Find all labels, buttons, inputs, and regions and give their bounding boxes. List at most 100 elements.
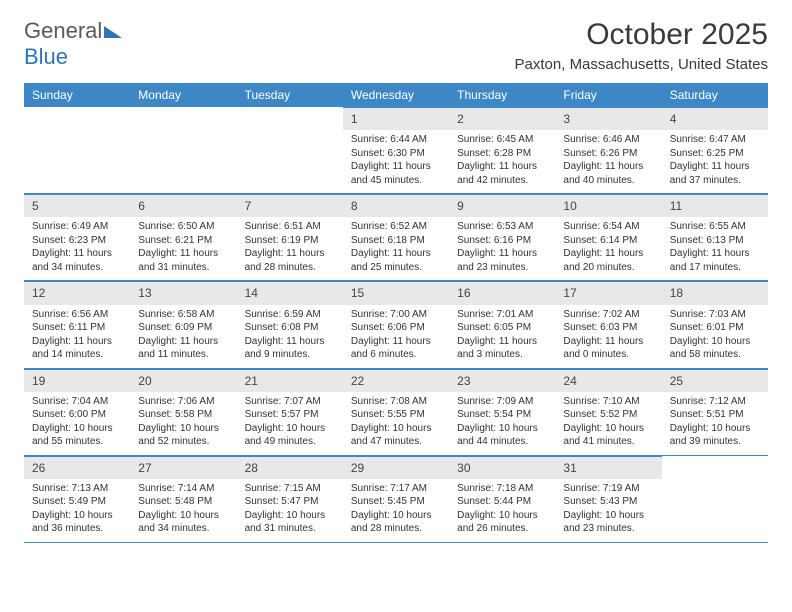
sunset-text: Sunset: 6:19 PM [245,234,335,248]
day-number: 11 [662,194,768,217]
daylight-text: Daylight: 11 hours and 11 minutes. [138,335,228,362]
day-number: 29 [343,456,449,479]
day-number: 5 [24,194,130,217]
calendar-cell: 20Sunrise: 7:06 AMSunset: 5:58 PMDayligh… [130,369,236,455]
sunset-text: Sunset: 5:45 PM [351,495,441,509]
sunrise-text: Sunrise: 6:52 AM [351,220,441,234]
day-details: Sunrise: 6:54 AMSunset: 6:14 PMDaylight:… [555,217,661,280]
day-number: 27 [130,456,236,479]
calendar-cell: 26Sunrise: 7:13 AMSunset: 5:49 PMDayligh… [24,456,130,542]
sunset-text: Sunset: 5:47 PM [245,495,335,509]
day-details: Sunrise: 6:59 AMSunset: 6:08 PMDaylight:… [237,305,343,368]
daylight-text: Daylight: 10 hours and 31 minutes. [245,509,335,536]
brand-logo: General Blue [24,18,122,70]
sunset-text: Sunset: 6:01 PM [670,321,760,335]
sunrise-text: Sunrise: 7:17 AM [351,482,441,496]
calendar-row: 12Sunrise: 6:56 AMSunset: 6:11 PMDayligh… [24,281,768,368]
sunset-text: Sunset: 6:09 PM [138,321,228,335]
calendar-cell: 1Sunrise: 6:44 AMSunset: 6:30 PMDaylight… [343,107,449,193]
sunrise-text: Sunrise: 6:49 AM [32,220,122,234]
calendar-cell: 11Sunrise: 6:55 AMSunset: 6:13 PMDayligh… [662,194,768,280]
daylight-text: Daylight: 10 hours and 41 minutes. [563,422,653,449]
sunset-text: Sunset: 5:57 PM [245,408,335,422]
sunset-text: Sunset: 5:44 PM [457,495,547,509]
day-details: Sunrise: 7:08 AMSunset: 5:55 PMDaylight:… [343,392,449,455]
calendar-cell: 4Sunrise: 6:47 AMSunset: 6:25 PMDaylight… [662,107,768,193]
daylight-text: Daylight: 10 hours and 34 minutes. [138,509,228,536]
day-details: Sunrise: 7:01 AMSunset: 6:05 PMDaylight:… [449,305,555,368]
daylight-text: Daylight: 10 hours and 55 minutes. [32,422,122,449]
sunrise-text: Sunrise: 7:13 AM [32,482,122,496]
calendar-cell: 25Sunrise: 7:12 AMSunset: 5:51 PMDayligh… [662,369,768,455]
sunset-text: Sunset: 5:54 PM [457,408,547,422]
daylight-text: Daylight: 11 hours and 9 minutes. [245,335,335,362]
location-text: Paxton, Massachusetts, United States [515,56,768,73]
sunrise-text: Sunrise: 6:45 AM [457,133,547,147]
day-number: 4 [662,107,768,130]
title-block: October 2025 Paxton, Massachusetts, Unit… [515,18,768,73]
day-details: Sunrise: 7:02 AMSunset: 6:03 PMDaylight:… [555,305,661,368]
day-number: 16 [449,281,555,304]
sunset-text: Sunset: 5:51 PM [670,408,760,422]
day-details: Sunrise: 6:50 AMSunset: 6:21 PMDaylight:… [130,217,236,280]
calendar-cell: 27Sunrise: 7:14 AMSunset: 5:48 PMDayligh… [130,456,236,542]
day-number: 17 [555,281,661,304]
sunset-text: Sunset: 6:03 PM [563,321,653,335]
day-number: 7 [237,194,343,217]
sunset-text: Sunset: 6:23 PM [32,234,122,248]
sunrise-text: Sunrise: 7:08 AM [351,395,441,409]
daylight-text: Daylight: 10 hours and 47 minutes. [351,422,441,449]
day-details: Sunrise: 6:45 AMSunset: 6:28 PMDaylight:… [449,130,555,193]
daylight-text: Daylight: 11 hours and 20 minutes. [563,247,653,274]
daylight-text: Daylight: 11 hours and 40 minutes. [563,160,653,187]
sunrise-text: Sunrise: 7:06 AM [138,395,228,409]
day-details: Sunrise: 6:51 AMSunset: 6:19 PMDaylight:… [237,217,343,280]
calendar-row: 5 Sunrise: 6:49 AMSunset: 6:23 PM Daylight… [24,194,768,281]
day-number: 3 [555,107,661,130]
day-number: 20 [130,369,236,392]
day-details: Sunrise: 7:14 AMSunset: 5:48 PMDaylight:… [130,479,236,542]
brand-general: General [24,18,102,43]
calendar-row: 19Sunrise: 7:04 AMSunset: 6:00 PMDayligh… [24,369,768,456]
daylight-text: Daylight: 10 hours and 52 minutes. [138,422,228,449]
day-number: 26 [24,456,130,479]
daylight-text: Daylight: 10 hours and 39 minutes. [670,422,760,449]
sunset-text: Sunset: 6:16 PM [457,234,547,248]
calendar-cell [24,107,130,193]
dayname-sat: Saturday [662,83,768,107]
day-number: 6 [130,194,236,217]
sunrise-text: Sunrise: 6:56 AM [32,308,122,322]
dayname-thu: Thursday [449,83,555,107]
calendar-cell: 14Sunrise: 6:59 AMSunset: 6:08 PMDayligh… [237,281,343,367]
daylight-text: Daylight: 11 hours and 45 minutes. [351,160,441,187]
calendar-cell: 9Sunrise: 6:53 AMSunset: 6:16 PMDaylight… [449,194,555,280]
sunset-text: Sunset: 6:18 PM [351,234,441,248]
sunset-text: Sunset: 6:05 PM [457,321,547,335]
day-details: Sunrise: 6:44 AMSunset: 6:30 PMDaylight:… [343,130,449,193]
sunrise-text: Sunrise: 6:44 AM [351,133,441,147]
day-details: Sunrise: 6:55 AMSunset: 6:13 PMDaylight:… [662,217,768,280]
sunset-text: Sunset: 5:49 PM [32,495,122,509]
sunrise-text: Sunrise: 7:15 AM [245,482,335,496]
daylight-text: Daylight: 11 hours and 14 minutes. [32,335,122,362]
day-number: 12 [24,281,130,304]
calendar-cell: 2Sunrise: 6:45 AMSunset: 6:28 PMDaylight… [449,107,555,193]
sunrise-text: Sunrise: 7:10 AM [563,395,653,409]
day-number: 25 [662,369,768,392]
calendar-cell: 8Sunrise: 6:52 AMSunset: 6:18 PMDaylight… [343,194,449,280]
daylight-text: Daylight: 11 hours and 23 minutes. [457,247,547,274]
day-number: 31 [555,456,661,479]
day-number: 22 [343,369,449,392]
sunset-text: Sunset: 6:25 PM [670,147,760,161]
calendar-cell: 10Sunrise: 6:54 AMSunset: 6:14 PMDayligh… [555,194,661,280]
day-number: 13 [130,281,236,304]
calendar-body: 1Sunrise: 6:44 AMSunset: 6:30 PMDaylight… [24,107,768,543]
calendar-cell [130,107,236,193]
calendar-cell: 23Sunrise: 7:09 AMSunset: 5:54 PMDayligh… [449,369,555,455]
sunset-text: Sunset: 6:21 PM [138,234,228,248]
dayname-sun: Sunday [24,83,130,107]
calendar-cell: 5Sunrise: 6:49 AMSunset: 6:23 PMDaylight… [24,194,130,280]
day-details: Sunrise: 6:56 AMSunset: 6:11 PMDaylight:… [24,305,130,368]
sunrise-text: Sunrise: 6:47 AM [670,133,760,147]
daylight-text: Daylight: 10 hours and 26 minutes. [457,509,547,536]
